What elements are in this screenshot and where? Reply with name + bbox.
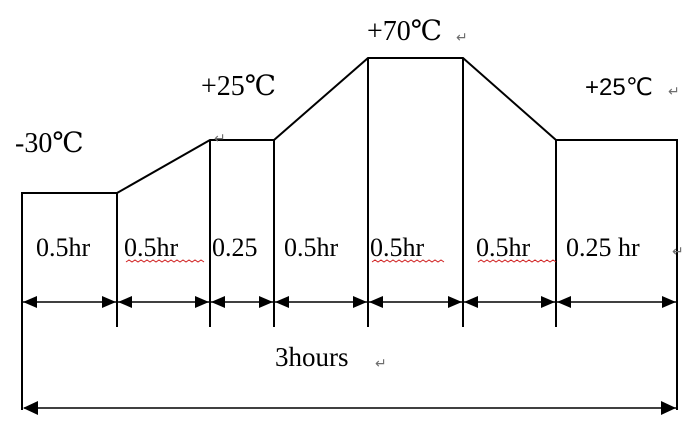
- temperature-profile-line: [21, 57, 678, 410]
- duration-label: 0.25: [212, 233, 258, 262]
- temp-label-ramp-up: +25℃: [201, 71, 276, 102]
- duration-label: 0.5hr: [370, 233, 425, 262]
- paragraph-mark: ↵: [672, 243, 684, 259]
- total-dimension-arrow: [23, 401, 676, 415]
- arrow-head: [369, 296, 383, 308]
- temp-label-end: +25℃: [585, 74, 653, 101]
- arrow-head: [541, 296, 555, 308]
- arrow-head: [259, 296, 273, 308]
- segment-dimension-arrows: [22, 296, 677, 308]
- duration-label: 0.5hr: [124, 233, 179, 262]
- paragraph-mark: ↵: [214, 130, 226, 146]
- duration-label: 0.25 hr: [566, 233, 640, 262]
- arrow-head: [102, 296, 116, 308]
- temp-label-peak: +70℃: [367, 16, 442, 47]
- arrow-head: [195, 296, 209, 308]
- arrow-head: [661, 401, 676, 415]
- arrow-head: [353, 296, 367, 308]
- duration-label: 0.5hr: [36, 233, 91, 262]
- arrow-head: [23, 296, 37, 308]
- spellcheck-underline: [125, 259, 205, 263]
- spellcheck-underline: [477, 259, 557, 263]
- arrow-head: [464, 296, 478, 308]
- arrow-head: [448, 296, 462, 308]
- arrow-head: [23, 401, 38, 415]
- arrow-head: [662, 296, 676, 308]
- arrow-head: [275, 296, 289, 308]
- spellcheck-underline: [371, 259, 445, 263]
- arrow-head: [557, 296, 571, 308]
- temp-label-start: -30℃: [15, 128, 84, 159]
- arrow-head: [211, 296, 225, 308]
- duration-label: 0.5hr: [476, 233, 531, 262]
- paragraph-mark: ↵: [456, 29, 468, 45]
- paragraph-mark: ↵: [668, 83, 680, 99]
- paragraph-mark: ↵: [375, 355, 387, 371]
- arrow-head: [118, 296, 132, 308]
- duration-label: 0.5hr: [284, 233, 339, 262]
- total-duration-label: 3hours: [275, 342, 349, 372]
